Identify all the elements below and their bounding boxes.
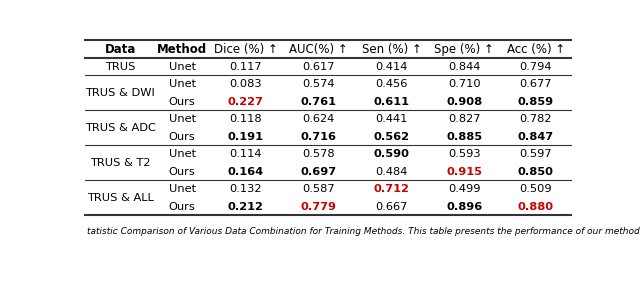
Text: 0.414: 0.414 xyxy=(375,61,408,72)
Text: 0.779: 0.779 xyxy=(301,202,337,212)
Text: Spe (%) ↑: Spe (%) ↑ xyxy=(435,43,494,56)
Text: 0.499: 0.499 xyxy=(448,184,481,194)
Text: Sen (%) ↑: Sen (%) ↑ xyxy=(362,43,421,56)
Text: TRUS & ADC: TRUS & ADC xyxy=(84,123,156,133)
Text: 0.617: 0.617 xyxy=(302,61,335,72)
Text: Unet: Unet xyxy=(168,79,196,89)
Text: 0.578: 0.578 xyxy=(302,149,335,159)
Text: 0.212: 0.212 xyxy=(228,202,264,212)
Text: 0.132: 0.132 xyxy=(229,184,262,194)
Text: 0.484: 0.484 xyxy=(375,167,408,177)
Text: 0.859: 0.859 xyxy=(518,97,554,107)
Text: Ours: Ours xyxy=(169,97,196,107)
Text: 0.710: 0.710 xyxy=(448,79,481,89)
Text: 0.782: 0.782 xyxy=(520,114,552,124)
Text: TRUS & DWI: TRUS & DWI xyxy=(85,88,155,98)
Text: Data: Data xyxy=(104,43,136,56)
Text: 0.885: 0.885 xyxy=(446,132,483,142)
Text: 0.593: 0.593 xyxy=(448,149,481,159)
Text: 0.587: 0.587 xyxy=(302,184,335,194)
Text: 0.597: 0.597 xyxy=(520,149,552,159)
Text: Acc (%) ↑: Acc (%) ↑ xyxy=(507,43,565,56)
Text: 0.164: 0.164 xyxy=(228,167,264,177)
Text: 0.191: 0.191 xyxy=(228,132,264,142)
Text: 0.456: 0.456 xyxy=(375,79,408,89)
Text: 0.827: 0.827 xyxy=(448,114,481,124)
Text: Unet: Unet xyxy=(168,149,196,159)
Text: Dice (%) ↑: Dice (%) ↑ xyxy=(214,43,278,56)
Text: Ours: Ours xyxy=(169,202,196,212)
Text: 0.441: 0.441 xyxy=(375,114,408,124)
Text: 0.697: 0.697 xyxy=(301,167,337,177)
Text: 0.896: 0.896 xyxy=(446,202,483,212)
Text: 0.574: 0.574 xyxy=(302,79,335,89)
Text: 0.227: 0.227 xyxy=(228,97,264,107)
Text: Unet: Unet xyxy=(168,184,196,194)
Text: 0.590: 0.590 xyxy=(374,149,410,159)
Text: 0.118: 0.118 xyxy=(229,114,262,124)
Text: 0.562: 0.562 xyxy=(374,132,410,142)
Text: Ours: Ours xyxy=(169,132,196,142)
Text: 0.712: 0.712 xyxy=(374,184,410,194)
Text: 0.761: 0.761 xyxy=(301,97,337,107)
Text: 0.677: 0.677 xyxy=(520,79,552,89)
Text: 0.915: 0.915 xyxy=(446,167,483,177)
Text: Method: Method xyxy=(157,43,207,56)
Text: 0.794: 0.794 xyxy=(520,61,552,72)
Text: 0.667: 0.667 xyxy=(375,202,408,212)
Text: 0.716: 0.716 xyxy=(301,132,337,142)
Text: 0.624: 0.624 xyxy=(303,114,335,124)
Text: 0.847: 0.847 xyxy=(518,132,554,142)
Text: Unet: Unet xyxy=(168,114,196,124)
Text: Unet: Unet xyxy=(168,61,196,72)
Text: 0.509: 0.509 xyxy=(520,184,552,194)
Text: 0.114: 0.114 xyxy=(229,149,262,159)
Text: 0.880: 0.880 xyxy=(518,202,554,212)
Text: 0.083: 0.083 xyxy=(229,79,262,89)
Text: TRUS & ALL: TRUS & ALL xyxy=(86,193,154,203)
Text: 0.611: 0.611 xyxy=(374,97,410,107)
Text: tatistic Comparison of Various Data Combination for Training Methods. This table: tatistic Comparison of Various Data Comb… xyxy=(88,227,640,236)
Text: TRUS & T2: TRUS & T2 xyxy=(90,158,150,168)
Text: 0.850: 0.850 xyxy=(518,167,554,177)
Text: 0.117: 0.117 xyxy=(229,61,262,72)
Text: 0.844: 0.844 xyxy=(448,61,481,72)
Text: Ours: Ours xyxy=(169,167,196,177)
Text: AUC(%) ↑: AUC(%) ↑ xyxy=(289,43,348,56)
Text: TRUS: TRUS xyxy=(105,61,135,72)
Text: 0.908: 0.908 xyxy=(446,97,483,107)
